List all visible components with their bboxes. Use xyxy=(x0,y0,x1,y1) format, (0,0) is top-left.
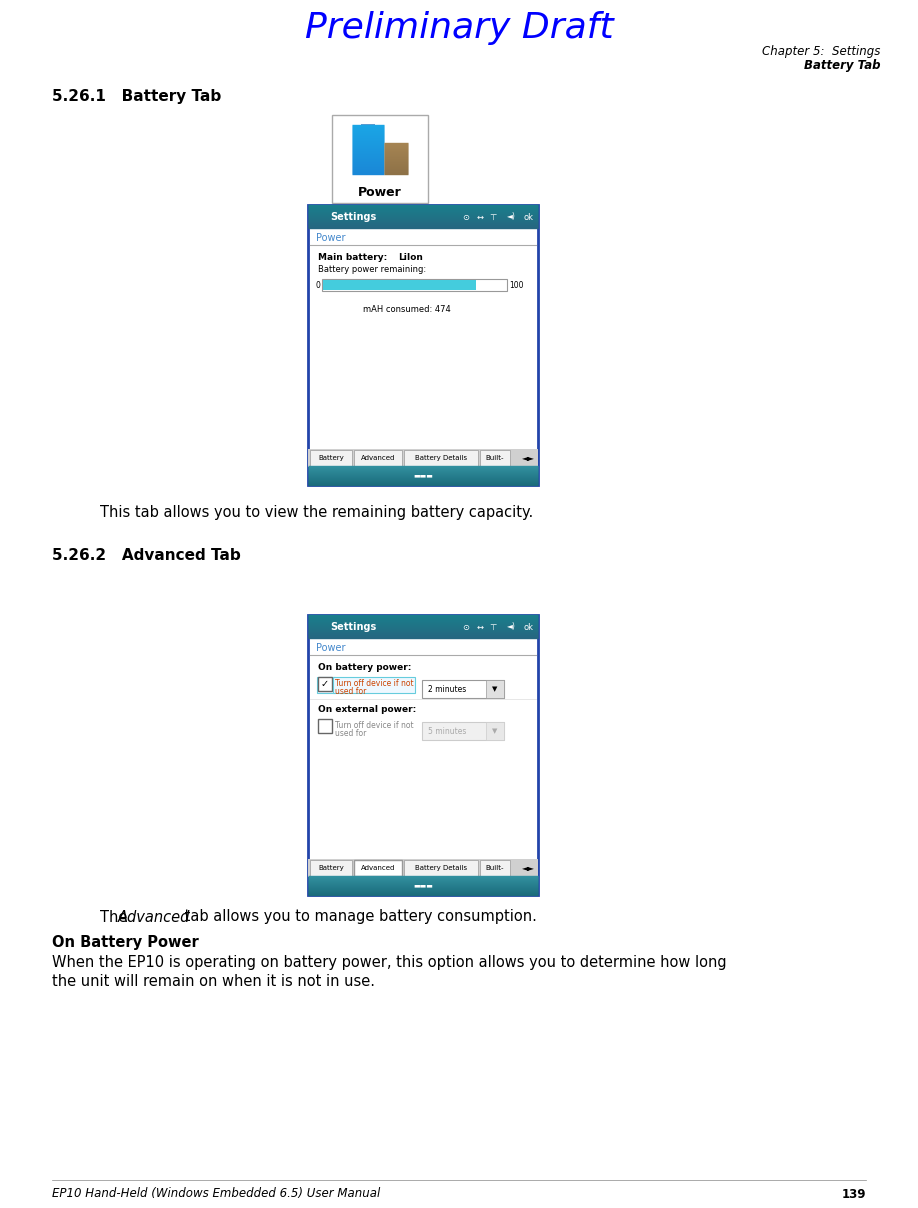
FancyBboxPatch shape xyxy=(322,279,507,291)
Text: Power: Power xyxy=(316,233,345,243)
Text: ▼: ▼ xyxy=(492,728,498,734)
Text: ▬▬▬: ▬▬▬ xyxy=(413,882,433,888)
Text: tab allows you to manage battery consumption.: tab allows you to manage battery consump… xyxy=(180,910,537,924)
Text: Battery: Battery xyxy=(319,865,344,871)
Text: On external power:: On external power: xyxy=(318,704,416,714)
Text: When the EP10 is operating on battery power, this option allows you to determine: When the EP10 is operating on battery po… xyxy=(52,956,727,970)
Text: used for: used for xyxy=(335,686,366,696)
FancyBboxPatch shape xyxy=(520,209,536,225)
FancyBboxPatch shape xyxy=(480,451,510,466)
FancyBboxPatch shape xyxy=(486,680,504,698)
Text: Chapter 5:  Settings: Chapter 5: Settings xyxy=(762,46,880,58)
Text: ◄): ◄) xyxy=(507,213,516,221)
Text: ⊙: ⊙ xyxy=(463,622,469,632)
Text: Power: Power xyxy=(316,643,345,654)
FancyBboxPatch shape xyxy=(404,860,478,876)
Text: Built-: Built- xyxy=(486,865,504,871)
Text: 100: 100 xyxy=(509,280,523,290)
FancyBboxPatch shape xyxy=(422,722,504,741)
FancyBboxPatch shape xyxy=(361,124,375,130)
Text: 0: 0 xyxy=(315,280,320,290)
FancyBboxPatch shape xyxy=(354,860,402,876)
Text: ↔: ↔ xyxy=(476,622,484,632)
Text: Battery Details: Battery Details xyxy=(415,455,467,461)
FancyBboxPatch shape xyxy=(312,211,316,215)
Text: On Battery Power: On Battery Power xyxy=(52,935,199,951)
FancyBboxPatch shape xyxy=(332,115,428,203)
Text: ◄): ◄) xyxy=(507,622,516,632)
FancyBboxPatch shape xyxy=(317,626,321,631)
Text: ok: ok xyxy=(523,622,533,632)
Text: ⊤: ⊤ xyxy=(489,213,497,221)
Text: Turn off device if not: Turn off device if not xyxy=(335,720,414,730)
Text: 5.26.1   Battery Tab: 5.26.1 Battery Tab xyxy=(52,88,221,104)
Text: Preliminary Draft: Preliminary Draft xyxy=(305,11,613,45)
Text: ↔: ↔ xyxy=(476,213,484,221)
Text: Advanced: Advanced xyxy=(118,910,190,924)
FancyBboxPatch shape xyxy=(310,451,352,466)
FancyBboxPatch shape xyxy=(312,621,316,625)
FancyBboxPatch shape xyxy=(310,860,352,876)
FancyBboxPatch shape xyxy=(317,216,321,220)
FancyBboxPatch shape xyxy=(312,216,316,220)
FancyBboxPatch shape xyxy=(308,449,538,467)
FancyBboxPatch shape xyxy=(318,719,332,733)
Text: Battery: Battery xyxy=(319,455,344,461)
Text: ▬▬▬: ▬▬▬ xyxy=(413,472,433,478)
Text: used for: used for xyxy=(335,728,366,738)
FancyBboxPatch shape xyxy=(333,676,415,693)
Text: Advanced: Advanced xyxy=(361,455,395,461)
FancyBboxPatch shape xyxy=(480,860,510,876)
Text: Power: Power xyxy=(358,186,402,199)
FancyBboxPatch shape xyxy=(317,621,321,625)
Text: Turn off device if not: Turn off device if not xyxy=(335,679,414,687)
Text: ⊙: ⊙ xyxy=(463,213,469,221)
Text: 5.26.2   Advanced Tab: 5.26.2 Advanced Tab xyxy=(52,547,241,563)
Text: EP10 Hand-Held (Windows Embedded 6.5) User Manual: EP10 Hand-Held (Windows Embedded 6.5) Us… xyxy=(52,1187,380,1201)
FancyBboxPatch shape xyxy=(404,451,478,466)
FancyBboxPatch shape xyxy=(312,626,316,631)
Text: LiIon: LiIon xyxy=(398,252,423,261)
FancyBboxPatch shape xyxy=(323,280,476,290)
Text: ⊤: ⊤ xyxy=(489,622,497,632)
Text: ◄►: ◄► xyxy=(521,864,534,872)
Text: Built-: Built- xyxy=(486,455,504,461)
Text: 139: 139 xyxy=(842,1187,866,1201)
Text: ✓: ✓ xyxy=(321,679,329,689)
Text: ok: ok xyxy=(523,213,533,221)
Text: ▼: ▼ xyxy=(492,686,498,692)
Text: mAH consumed: 474: mAH consumed: 474 xyxy=(363,304,451,314)
FancyBboxPatch shape xyxy=(422,680,504,698)
FancyBboxPatch shape xyxy=(308,205,538,484)
Text: Battery power remaining:: Battery power remaining: xyxy=(318,265,426,273)
Text: The: The xyxy=(100,910,132,924)
FancyBboxPatch shape xyxy=(317,676,335,693)
Text: This tab allows you to view the remaining battery capacity.: This tab allows you to view the remainin… xyxy=(100,505,533,521)
FancyBboxPatch shape xyxy=(308,615,538,895)
FancyBboxPatch shape xyxy=(317,211,321,215)
Text: ◄►: ◄► xyxy=(521,453,534,463)
Text: 5 minutes: 5 minutes xyxy=(428,726,466,736)
Text: Main battery:: Main battery: xyxy=(318,252,387,261)
Text: the unit will remain on when it is not in use.: the unit will remain on when it is not i… xyxy=(52,974,375,988)
Text: 2 minutes: 2 minutes xyxy=(428,685,466,693)
FancyBboxPatch shape xyxy=(520,618,536,635)
Text: Settings: Settings xyxy=(330,211,376,222)
FancyBboxPatch shape xyxy=(354,451,402,466)
Text: Settings: Settings xyxy=(330,622,376,632)
FancyBboxPatch shape xyxy=(318,676,332,691)
Text: On battery power:: On battery power: xyxy=(318,662,411,672)
FancyBboxPatch shape xyxy=(308,859,538,877)
Text: Battery Details: Battery Details xyxy=(415,865,467,871)
Text: Battery Tab: Battery Tab xyxy=(803,58,880,71)
Text: Advanced: Advanced xyxy=(361,865,395,871)
FancyBboxPatch shape xyxy=(486,722,504,741)
